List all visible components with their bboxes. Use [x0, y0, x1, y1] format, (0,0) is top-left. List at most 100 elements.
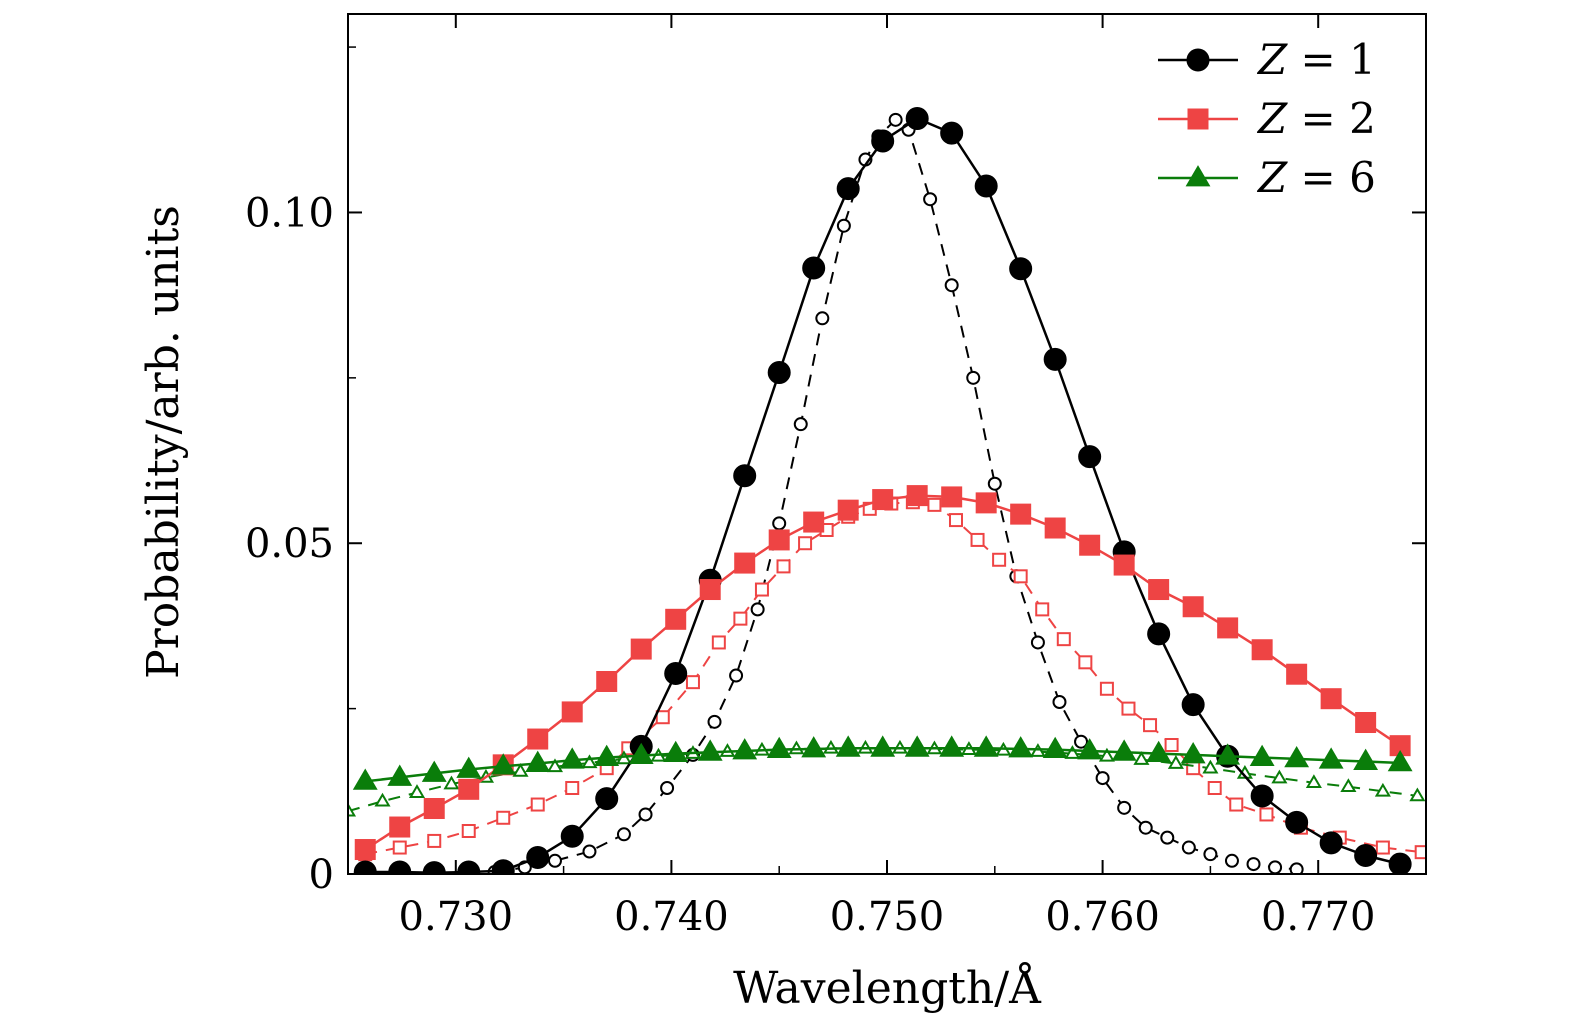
series-1-point-28 [1285, 810, 1309, 834]
series-2-point-20 [923, 192, 938, 207]
series-2-point-35 [1246, 857, 1261, 872]
legend-label-2: Z = 2 [1256, 94, 1376, 143]
series-2-point-23 [987, 476, 1002, 491]
series-1-point-13 [767, 361, 791, 385]
series-1 [353, 107, 1412, 874]
series-5-point-27 [1249, 744, 1275, 766]
series-6-point-2 [374, 792, 391, 807]
series-4-point-16 [798, 536, 813, 551]
legend-label-3: Z = 6 [1256, 153, 1376, 202]
series-3-point-20 [1010, 503, 1032, 525]
series-3-point-19 [975, 492, 997, 514]
series-3-point-4 [458, 778, 480, 800]
legend-entry-3: Z = 6 [1158, 153, 1376, 202]
series-3-point-2 [389, 816, 411, 838]
legend-label-1: Z = 1 [1256, 35, 1376, 84]
series-3-point-8 [596, 670, 618, 692]
axes-layer: 0.730 0.740 0.750 0.760 0.770 0 0.05 0.10 [245, 13, 1427, 940]
series-3-point-18 [941, 486, 963, 508]
legend-marker-3 [1185, 165, 1211, 187]
series-5-point-2 [387, 764, 413, 786]
series-2-point-6 [638, 807, 653, 822]
legend-marker-1 [1186, 48, 1210, 72]
series-3-point-12 [734, 552, 756, 574]
series-4-point-3 [427, 833, 442, 848]
series-3-point-28 [1286, 663, 1308, 685]
series-6 [348, 739, 1426, 817]
legend-value-1: = 1 [1287, 35, 1376, 84]
series-3-point-27 [1251, 639, 1273, 661]
x-axis-label: Wavelength/Å [733, 961, 1042, 1014]
series-4-point-6 [530, 797, 545, 812]
series-1-point-22 [1078, 445, 1102, 469]
series-3-point-22 [1079, 534, 1101, 556]
series-3-point-1 [354, 839, 376, 861]
series-2-point-21 [944, 278, 959, 293]
series-4-point-25 [992, 552, 1007, 567]
series-6-point-25 [1167, 755, 1184, 769]
series-3-point-6 [527, 728, 549, 750]
series-1-point-15 [836, 177, 860, 201]
series-6-point-28 [1271, 769, 1288, 784]
series-4-point-15 [776, 559, 791, 574]
series-5-point-14 [801, 736, 827, 758]
series-1-point-2 [388, 860, 412, 874]
series-4-point-4 [461, 824, 476, 838]
series-3 [354, 485, 1411, 861]
series-2-point-15 [836, 218, 851, 233]
series-6-point-3 [408, 784, 426, 798]
series-6-point-7 [546, 758, 564, 773]
series-2-point-27 [1074, 734, 1089, 749]
series-1-point-7 [560, 824, 584, 848]
series-1-point-18 [940, 121, 964, 145]
series-4-point-5 [496, 810, 511, 825]
series-2-point-5 [616, 827, 631, 842]
series-5-point-16 [870, 735, 896, 757]
series-3-point-7 [561, 701, 583, 723]
y-tick-label-1: 0 [309, 852, 334, 898]
series-3-point-26 [1217, 617, 1239, 639]
series-5-point-1 [352, 768, 378, 790]
series-6-point-15 [822, 739, 839, 754]
series-6-point-29 [1305, 774, 1322, 789]
x-tick-label-5: 0.770 [1261, 894, 1376, 940]
series-1-point-4 [457, 860, 481, 874]
series-3-point-23 [1113, 554, 1135, 576]
series-5-point-6 [525, 750, 551, 772]
legend-marker-2 [1187, 108, 1209, 130]
series-5-point-28 [1284, 746, 1310, 768]
series-5-point-4 [456, 756, 482, 778]
series-5-point-11 [697, 739, 723, 761]
series-1-point-19 [974, 174, 998, 198]
series-6-point-4 [443, 775, 460, 790]
series-5-point-19 [973, 735, 999, 757]
series-2-point-33 [1203, 847, 1218, 862]
series-6-point-24 [1133, 751, 1150, 765]
series-1-point-20 [1009, 257, 1033, 281]
series-4-point-13 [733, 611, 748, 626]
series-4-point-11 [685, 675, 700, 690]
series-1-point-16 [871, 129, 895, 153]
series-4-point-26 [1013, 569, 1028, 584]
series-5-point-7 [559, 747, 585, 769]
series-5-point-9 [628, 742, 654, 765]
series-1-point-8 [595, 787, 619, 811]
legend-entry-2: Z = 2 [1158, 94, 1376, 143]
series-4-point-40 [1375, 840, 1390, 855]
series-4-point-27 [1035, 602, 1050, 617]
series-4-point-28 [1056, 632, 1071, 647]
series-4-point-2 [392, 840, 407, 855]
series-3-point-13 [768, 529, 790, 551]
series-4-point-41 [1414, 845, 1426, 860]
series-1-point-1 [353, 860, 377, 874]
series-3-point-17 [906, 485, 928, 507]
series-4-point-29 [1078, 655, 1093, 670]
series-6-point-32 [1409, 787, 1426, 802]
series-1-point-12 [733, 464, 757, 488]
series-5-point-20 [1008, 736, 1034, 758]
plot-layer [348, 107, 1426, 874]
legend: Z = 1 Z = 2 Z = 6 [1158, 35, 1376, 202]
series-5-point-5 [490, 753, 516, 775]
series-3-point-30 [1355, 712, 1377, 734]
